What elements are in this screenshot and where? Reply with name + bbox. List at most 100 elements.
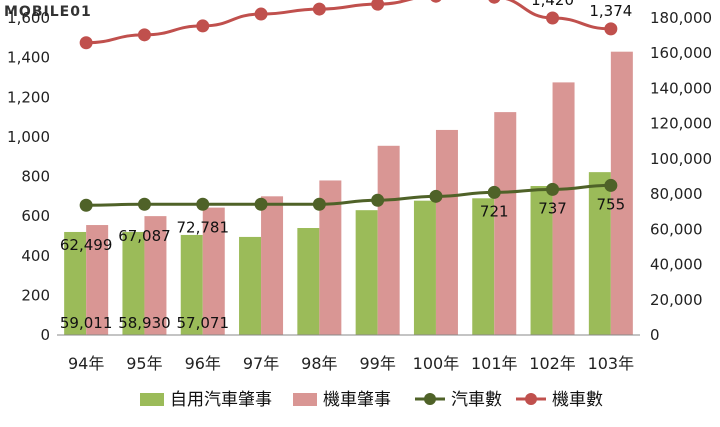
bar-101-s1 xyxy=(494,112,517,335)
right-tick-label-0: 0 xyxy=(650,326,660,344)
line-point-94-s1 xyxy=(79,36,93,50)
data-label-8: 72,781 xyxy=(177,219,230,237)
line-point-102-s1 xyxy=(546,11,560,25)
right-tick-label-180000: 180,000 xyxy=(650,9,712,27)
x-tick-label-102: 102年 xyxy=(529,354,576,373)
bar-103-s1 xyxy=(610,51,633,336)
x-tick-label-96: 96年 xyxy=(185,354,221,373)
line-path-s0 xyxy=(86,183,611,207)
data-label-11: 57,071 xyxy=(177,314,230,332)
bar-94-s0 xyxy=(64,231,87,335)
line-point-97-s0 xyxy=(254,197,268,211)
right-tick-label-60000: 60,000 xyxy=(650,220,703,238)
legend-marker-s2 xyxy=(424,393,436,405)
right-axis: 0 20,000 40,000 60,000 80,000 100,000 120,000 1… xyxy=(650,9,712,344)
legend: 自用汽車肇事 機車肇事 汽車數 機車數 xyxy=(140,390,603,410)
x-tick-label-94: 94年 xyxy=(68,354,104,373)
legend-label-s3: 機車數 xyxy=(552,390,603,410)
bar-97-s1 xyxy=(261,196,284,335)
data-label-2: 1,374 xyxy=(589,2,632,20)
bar-96-s0 xyxy=(180,234,203,335)
line-point-94-s0 xyxy=(79,198,93,212)
legend-swatch-s1 xyxy=(293,393,317,406)
legend-label-s1: 機車肇事 xyxy=(323,390,391,410)
data-label-10: 58,930 xyxy=(118,314,171,332)
right-tick-label-20000: 20,000 xyxy=(650,291,703,309)
line-point-98-s1 xyxy=(312,2,326,16)
x-tick-label-97: 97年 xyxy=(243,354,279,373)
right-tick-label-140000: 140,000 xyxy=(650,79,712,97)
legend-swatch-s0 xyxy=(140,393,164,406)
line-point-100-s1 xyxy=(430,0,442,3)
data-label-7: 67,087 xyxy=(118,227,171,245)
line-point-97-s1 xyxy=(254,7,268,21)
left-tick-label-1000: 1,000 xyxy=(7,128,50,146)
bar-102-s1 xyxy=(552,82,575,335)
left-tick-label-1400: 1,400 xyxy=(7,49,50,67)
x-axis: 94年 95年 96年 97年 98年 99年 100年 101年 102年 103年 xyxy=(57,334,640,373)
data-label-3: 721 xyxy=(480,202,509,220)
x-tick-label-100: 100年 xyxy=(413,354,460,373)
bar-95-s1 xyxy=(144,216,167,335)
watermark-logo: MOBILE01 xyxy=(4,4,92,20)
line-point-98-s0 xyxy=(312,197,326,211)
data-label-9: 59,011 xyxy=(60,314,113,332)
bar-101-s0 xyxy=(472,198,495,335)
line-point-101-s0 xyxy=(487,185,501,199)
right-tick-label-40000: 40,000 xyxy=(650,256,703,274)
x-tick-label-99: 99年 xyxy=(359,354,395,373)
right-tick-label-160000: 160,000 xyxy=(650,44,712,62)
line-point-99-s0 xyxy=(371,193,385,207)
right-tick-label-120000: 120,000 xyxy=(650,115,712,133)
line-path-s1 xyxy=(86,0,611,45)
bar-95-s0 xyxy=(122,231,145,335)
line-point-95-s1 xyxy=(137,28,151,42)
x-tick-label-103: 103年 xyxy=(588,354,635,373)
left-tick-label-0: 0 xyxy=(40,326,50,344)
bar-99-s1 xyxy=(377,145,400,335)
line-point-102-s0 xyxy=(546,182,560,196)
right-tick-label-100000: 100,000 xyxy=(650,150,712,168)
bar-100-s1 xyxy=(435,129,458,335)
left-tick-label-400: 400 xyxy=(21,247,50,265)
line-series xyxy=(79,0,618,212)
bar-103-s0 xyxy=(588,172,611,335)
right-tick-label-80000: 80,000 xyxy=(650,185,703,203)
bar-102-s0 xyxy=(530,186,553,335)
data-labels: 1,5141,4201,37472173775562,49967,08772,7… xyxy=(60,0,632,332)
line-point-103-s0 xyxy=(604,178,618,192)
data-label-6: 62,499 xyxy=(60,236,113,254)
left-axis: 0 200 400 600 800 1,000 1,200 1,400 1,600 xyxy=(7,9,50,344)
data-label-4: 737 xyxy=(538,199,567,217)
x-tick-label-101: 101年 xyxy=(471,354,518,373)
left-tick-label-600: 600 xyxy=(21,207,50,225)
left-tick-label-200: 200 xyxy=(21,286,50,304)
bar-94-s1 xyxy=(86,225,109,335)
line-point-100-s0 xyxy=(429,189,443,203)
line-point-99-s1 xyxy=(371,0,385,11)
line-point-103-s1 xyxy=(604,22,618,36)
x-tick-label-95: 95年 xyxy=(126,354,162,373)
data-label-5: 755 xyxy=(597,195,626,213)
bar-99-s0 xyxy=(355,210,378,335)
bar-series xyxy=(64,51,633,336)
line-point-101-s1 xyxy=(488,0,501,4)
line-point-95-s0 xyxy=(137,197,151,211)
left-tick-label-1200: 1,200 xyxy=(7,88,50,106)
legend-label-s0: 自用汽車肇事 xyxy=(170,390,272,410)
line-point-96-s1 xyxy=(196,19,210,33)
bar-96-s1 xyxy=(202,207,225,335)
watermark-text: MOBILE01 xyxy=(4,4,92,20)
left-tick-label-800: 800 xyxy=(21,168,50,186)
data-label-1: 1,420 xyxy=(531,0,574,9)
legend-label-s2: 汽車數 xyxy=(451,390,502,410)
legend-marker-s3 xyxy=(525,393,537,405)
line-point-96-s0 xyxy=(196,197,210,211)
x-tick-label-98: 98年 xyxy=(301,354,337,373)
left-tick-label-1600: 1,600 xyxy=(7,9,50,27)
bar-98-s0 xyxy=(297,228,320,335)
bar-97-s0 xyxy=(239,236,262,335)
bar-98-s1 xyxy=(319,180,342,335)
